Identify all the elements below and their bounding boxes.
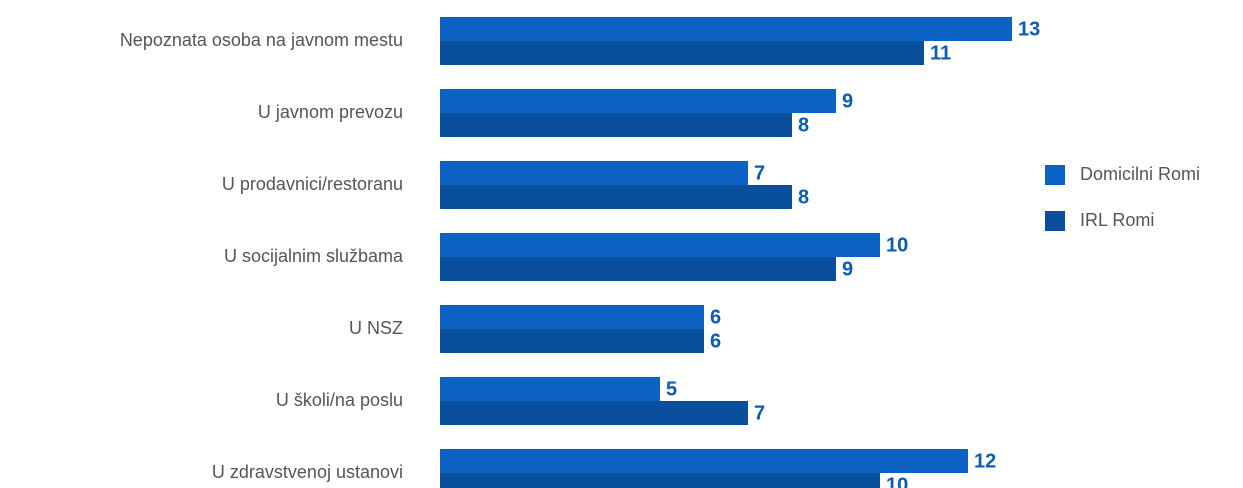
value-label: 9 bbox=[842, 258, 853, 280]
category-label: U školi/na poslu bbox=[276, 390, 403, 410]
bar bbox=[440, 17, 1012, 41]
value-label: 8 bbox=[798, 186, 809, 208]
legend-swatch bbox=[1045, 165, 1065, 185]
value-label: 10 bbox=[886, 474, 908, 488]
value-label: 6 bbox=[710, 306, 721, 328]
bar bbox=[440, 377, 660, 401]
value-label: 11 bbox=[930, 42, 951, 64]
value-label: 10 bbox=[886, 234, 908, 256]
legend-swatch bbox=[1045, 211, 1065, 231]
bar bbox=[440, 89, 836, 113]
legend-label: IRL Romi bbox=[1080, 210, 1154, 230]
bar bbox=[440, 185, 792, 209]
category-label: U javnom prevozu bbox=[258, 102, 403, 122]
category-label: U zdravstvenoj ustanovi bbox=[212, 462, 403, 482]
bar bbox=[440, 233, 880, 257]
bar bbox=[440, 401, 748, 425]
bar bbox=[440, 41, 924, 65]
category-label: U NSZ bbox=[349, 318, 403, 338]
value-label: 13 bbox=[1018, 18, 1040, 40]
category-label: U prodavnici/restoranu bbox=[222, 174, 403, 194]
value-label: 6 bbox=[710, 330, 721, 352]
bar bbox=[440, 449, 968, 473]
bar bbox=[440, 473, 880, 488]
value-label: 9 bbox=[842, 90, 853, 112]
bar bbox=[440, 161, 748, 185]
value-label: 7 bbox=[754, 162, 765, 184]
value-label: 5 bbox=[666, 378, 677, 400]
value-label: 8 bbox=[798, 114, 809, 136]
bar bbox=[440, 329, 704, 353]
bar bbox=[440, 257, 836, 281]
bar bbox=[440, 113, 792, 137]
value-label: 7 bbox=[754, 402, 765, 424]
bar bbox=[440, 305, 704, 329]
category-label: U socijalnim službama bbox=[224, 246, 404, 266]
category-label: Nepoznata osoba na javnom mestu bbox=[120, 30, 403, 50]
value-label: 12 bbox=[974, 450, 996, 472]
legend-label: Domicilni Romi bbox=[1080, 164, 1200, 184]
